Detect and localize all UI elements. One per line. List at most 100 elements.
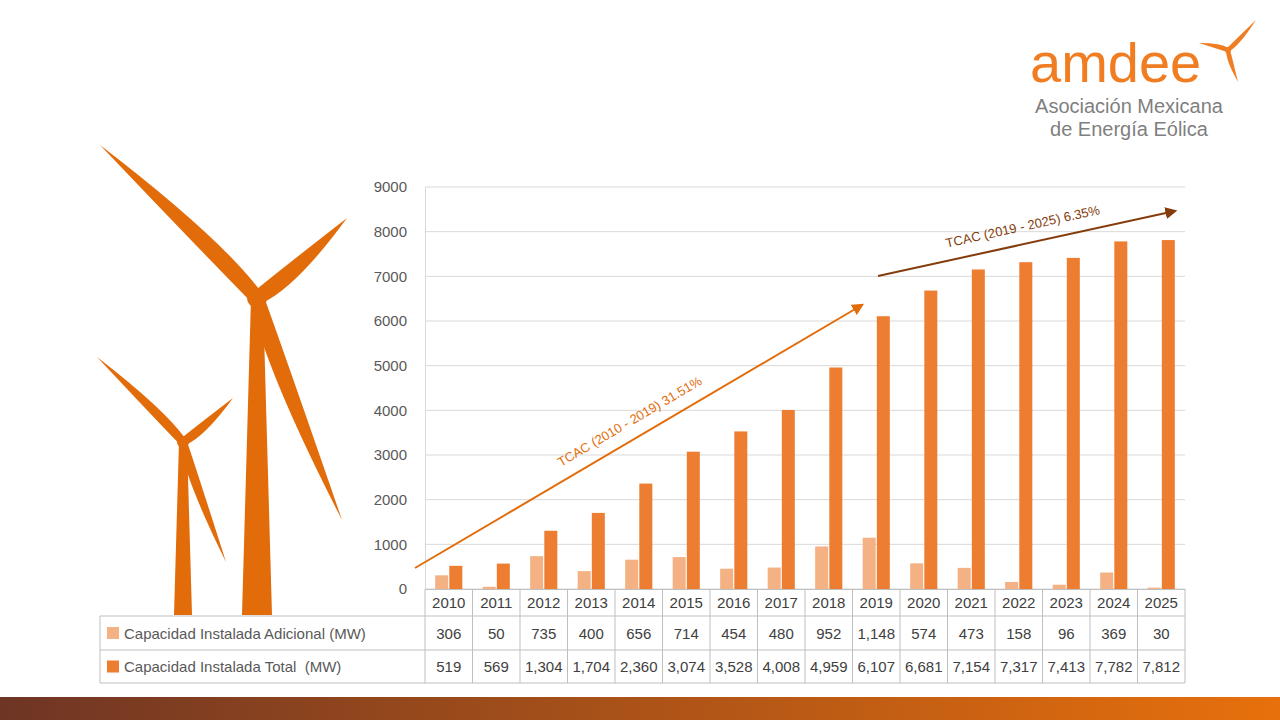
y-tick: 3000 xyxy=(374,446,425,463)
x-tick: 2013 xyxy=(575,594,608,611)
y-axis: 0100020003000400050006000700080009000 xyxy=(374,178,426,597)
table-border xyxy=(900,589,901,683)
bar xyxy=(1053,585,1066,589)
turbine-blade xyxy=(180,398,233,445)
x-tick-label: 2019 xyxy=(860,594,893,611)
bar xyxy=(639,484,652,589)
x-tick: 2016 xyxy=(717,594,750,611)
x-tick: 2020 xyxy=(907,594,940,611)
table-value: 6,681 xyxy=(905,658,943,675)
legend-label: Capacidad Instalada Adicional (MW) xyxy=(124,625,366,642)
table-value: 7,154 xyxy=(952,658,990,675)
bar xyxy=(1019,262,1032,589)
x-tick-label: 2011 xyxy=(480,594,512,611)
table-value: 7,812 xyxy=(1142,658,1180,675)
table-value: 952 xyxy=(816,625,841,642)
turbine-blade xyxy=(1226,49,1238,82)
bar xyxy=(483,587,496,589)
table-border xyxy=(995,589,996,683)
table-value: 473 xyxy=(959,625,984,642)
table-value: 1,304 xyxy=(525,658,563,675)
bar xyxy=(782,410,795,589)
bar xyxy=(1067,258,1080,589)
y-axis-line xyxy=(425,188,426,590)
logo-icon-hub xyxy=(1225,47,1231,53)
bar xyxy=(449,566,462,589)
x-tick-label: 2016 xyxy=(717,594,750,611)
table-border xyxy=(100,616,101,683)
y-tick-label: 1000 xyxy=(374,536,407,553)
bar xyxy=(972,269,985,589)
bar xyxy=(734,431,747,589)
table-value: 714 xyxy=(674,625,699,642)
table-value: 454 xyxy=(721,625,746,642)
x-tick-label: 2012 xyxy=(527,594,560,611)
turbine xyxy=(97,357,233,615)
x-axis: 2010201120122013201420152016201720182019… xyxy=(426,590,1186,611)
table-value: 656 xyxy=(626,625,651,642)
x-tick-label: 2015 xyxy=(670,594,703,611)
table-value: 306 xyxy=(436,625,461,642)
y-tick: 2000 xyxy=(374,491,425,508)
x-tick-label: 2017 xyxy=(765,594,798,611)
table-value: 30 xyxy=(1153,625,1170,642)
bar xyxy=(815,546,828,589)
bar xyxy=(1005,582,1018,589)
table-value: 735 xyxy=(531,625,556,642)
bar xyxy=(768,568,781,589)
annotation-text: TCAC (2010 - 2019) 31.51% xyxy=(555,373,705,470)
table-border xyxy=(1042,589,1043,683)
bar xyxy=(829,367,842,589)
turbine-hub xyxy=(177,436,189,448)
x-tick-label: 2021 xyxy=(955,594,988,611)
bar xyxy=(592,513,605,589)
x-tick: 2011 xyxy=(480,594,512,611)
x-tick: 2021 xyxy=(955,594,988,611)
bar xyxy=(863,538,876,589)
bottom-band xyxy=(0,697,1280,720)
table-border xyxy=(472,589,473,683)
table-value: 480 xyxy=(769,625,794,642)
y-tick-label: 0 xyxy=(399,580,407,597)
table-value: 4,959 xyxy=(810,658,848,675)
bar-series xyxy=(435,538,1161,589)
grid-line xyxy=(425,187,1185,188)
x-tick: 2015 xyxy=(670,594,703,611)
bar xyxy=(720,569,733,589)
table-value: 158 xyxy=(1006,625,1031,642)
bar xyxy=(673,557,686,589)
x-tick: 2010 xyxy=(432,594,465,611)
table-value: 7,782 xyxy=(1095,658,1133,675)
x-tick: 2012 xyxy=(527,594,560,611)
table-border xyxy=(100,683,1185,684)
bar xyxy=(544,531,557,589)
table-value: 7,413 xyxy=(1047,658,1085,675)
turbine-blade xyxy=(100,145,262,303)
bar xyxy=(924,291,937,589)
table-value: 1,704 xyxy=(572,658,610,675)
x-tick-label: 2023 xyxy=(1050,594,1083,611)
x-tick: 2023 xyxy=(1050,594,1083,611)
table-border xyxy=(615,589,616,683)
table-value: 574 xyxy=(911,625,936,642)
bar xyxy=(1162,240,1175,589)
table-value: 369 xyxy=(1101,625,1126,642)
y-tick-label: 5000 xyxy=(374,357,407,374)
table-border xyxy=(567,589,568,683)
table-value: 3,074 xyxy=(667,658,705,675)
x-tick: 2017 xyxy=(765,594,798,611)
bar xyxy=(687,452,700,589)
x-axis-line xyxy=(426,589,1186,590)
x-tick-label: 2014 xyxy=(622,594,655,611)
table-border xyxy=(710,589,711,683)
turbine xyxy=(100,145,347,615)
x-tick-label: 2013 xyxy=(575,594,608,611)
bar xyxy=(1100,573,1113,589)
legend-swatch xyxy=(107,627,119,639)
y-tick: 6000 xyxy=(374,312,425,329)
y-tick: 7000 xyxy=(374,268,425,285)
x-tick-label: 2020 xyxy=(907,594,940,611)
table-border xyxy=(662,589,663,683)
table-value: 400 xyxy=(579,625,604,642)
y-tick: 5000 xyxy=(374,357,425,374)
